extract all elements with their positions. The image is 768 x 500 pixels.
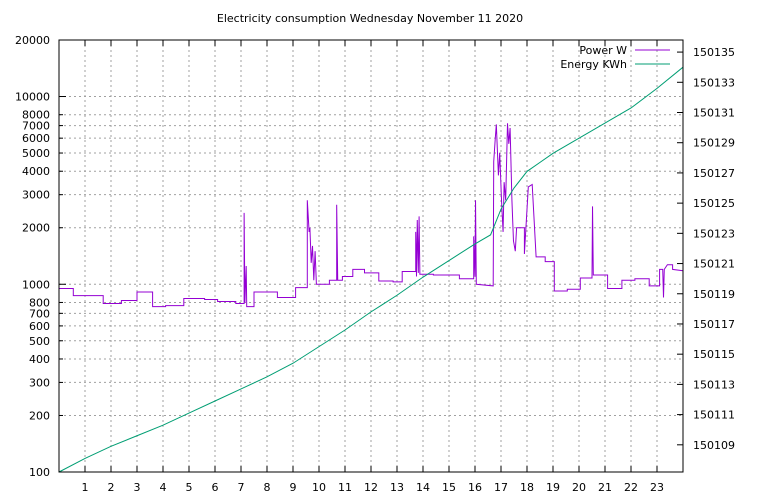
x-tick-label: 13 [390, 481, 404, 494]
y-left-tick-label: 2000 [22, 222, 50, 235]
x-tick-label: 15 [442, 481, 456, 494]
y-left-tick-label: 20000 [15, 34, 50, 47]
y-left-tick-label: 300 [29, 376, 50, 389]
y-right-tick-label: 150135 [693, 46, 735, 59]
grid-lines [59, 40, 683, 472]
x-tick-label: 1 [82, 481, 89, 494]
y-left-tick-label: 1000 [22, 278, 50, 291]
x-tick-label: 16 [468, 481, 482, 494]
plot-frame [58, 39, 684, 473]
x-tick-label: 3 [134, 481, 141, 494]
x-tick-label: 12 [364, 481, 378, 494]
y-right-tick-label: 150113 [693, 378, 735, 391]
series-lines [58, 66, 684, 473]
x-tick-label: 23 [650, 481, 664, 494]
y-right-tick-label: 150133 [693, 76, 735, 89]
y-left-tick-label: 10000 [15, 91, 50, 104]
legend-label-energy: Energy KWh [560, 58, 627, 71]
y-left-tick-label: 4000 [22, 165, 50, 178]
x-tick-label: 8 [264, 481, 271, 494]
x-tick-label: 17 [494, 481, 508, 494]
y-left-tick-label: 100 [29, 466, 50, 479]
y-right-tick-label: 150131 [693, 107, 735, 120]
x-tick-label: 14 [416, 481, 430, 494]
x-tick-label: 11 [338, 481, 352, 494]
x-tick-label: 4 [160, 481, 167, 494]
legend-label-power: Power W [579, 44, 627, 57]
y-left-tick-label: 800 [29, 296, 50, 309]
legend: Power W Energy KWh [560, 44, 670, 71]
x-tick-label: 21 [598, 481, 612, 494]
y-right-tick-label: 150123 [693, 227, 735, 240]
series-line-power [59, 123, 684, 308]
chart-title: Electricity consumption Wednesday Novemb… [217, 12, 523, 25]
y-left-tick-label: 400 [29, 353, 50, 366]
legend-item-energy: Energy KWh [560, 58, 670, 71]
y-left-tick-label: 8000 [22, 109, 50, 122]
y-left-tick-label: 200 [29, 409, 50, 422]
x-tick-label: 22 [624, 481, 638, 494]
y-right-tick-label: 150111 [693, 409, 735, 422]
x-tick-label: 6 [212, 481, 219, 494]
y-right-tick-label: 150127 [693, 167, 735, 180]
y-right-tick-label: 150121 [693, 258, 735, 271]
series-line-energy [58, 66, 684, 473]
x-tick-label: 18 [520, 481, 534, 494]
y-left-tick-label: 6000 [22, 132, 50, 145]
x-tick-label: 19 [546, 481, 560, 494]
y-left-tick-label: 500 [29, 335, 50, 348]
x-tick-label: 9 [290, 481, 297, 494]
y-right-tick-label: 150119 [693, 288, 735, 301]
y-left-tick-label: 5000 [22, 147, 50, 160]
y-right-tick-label: 150117 [693, 318, 735, 331]
y-left-tick-label: 7000 [22, 120, 50, 133]
x-tick-label: 20 [572, 481, 586, 494]
y-axis-right: 150109 150111 150113 150115 150117 150119 1501… [677, 46, 735, 452]
y-right-tick-label: 150129 [693, 137, 735, 150]
y-left-tick-label: 600 [29, 320, 50, 333]
y-left-tick-label: 3000 [22, 189, 50, 202]
x-tick-label: 5 [186, 481, 193, 494]
y-right-tick-label: 150115 [693, 348, 735, 361]
x-tick-label: 2 [108, 481, 115, 494]
y-right-tick-label: 150109 [693, 439, 735, 452]
y-right-tick-label: 150125 [693, 197, 735, 210]
x-tick-label: 10 [312, 481, 326, 494]
y-left-tick-label: 700 [29, 307, 50, 320]
x-tick-label: 7 [238, 481, 245, 494]
x-axis: 1 2 3 4 5 6 7 8 9 10 11 12 13 14 15 16 17 18 19 20 21 22 23 [82, 40, 664, 494]
legend-item-power: Power W [579, 44, 670, 57]
